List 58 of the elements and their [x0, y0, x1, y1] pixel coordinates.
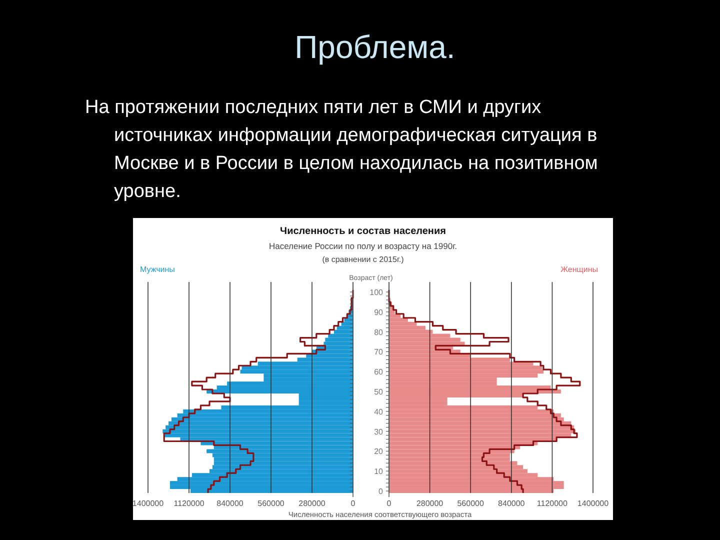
text: Мужчины — [140, 265, 176, 274]
x-tick-label: 840000 — [216, 499, 244, 508]
text: Женщины — [560, 265, 598, 274]
bar — [389, 370, 544, 374]
bar — [162, 429, 353, 434]
bar — [168, 421, 353, 426]
bar — [389, 366, 542, 370]
y-tick-label: 10 — [374, 467, 384, 476]
x-tick-label: 1120000 — [174, 499, 205, 508]
chart-title: Численность и состав населения — [280, 226, 446, 237]
x-tick-label: 1400000 — [132, 499, 164, 508]
bar — [389, 413, 561, 418]
bar — [214, 461, 353, 466]
bar — [206, 390, 353, 394]
y-tick-label: 90 — [374, 308, 384, 317]
bar — [389, 342, 465, 346]
x-tick-label: 840000 — [498, 499, 526, 508]
bar — [164, 433, 353, 438]
bar — [166, 425, 353, 430]
bar — [389, 485, 564, 490]
x-tick-label: 280000 — [416, 499, 444, 508]
bar — [170, 481, 353, 486]
bar — [389, 429, 576, 434]
chart-subtitle: Население России по полу и возрасту на 1990г. — [268, 241, 458, 251]
bar — [336, 326, 353, 330]
y-tick-label: 100 — [370, 288, 384, 297]
bar — [242, 366, 353, 370]
x-tick-label: 1400000 — [577, 499, 610, 508]
y-tick-label: 70 — [374, 348, 384, 357]
text: Проблема. — [294, 29, 456, 65]
x-tick-label: 0 — [386, 499, 392, 508]
bar — [170, 485, 353, 490]
bar — [389, 421, 572, 426]
x-tick-label: 280000 — [298, 499, 326, 508]
text: На протяжении последних пяти лет в СМИ и других источниках информации демографическая ситуация в Москве и в России в целом находилась на позитивном уровне. — [85, 97, 598, 202]
bar — [212, 465, 353, 470]
bar — [328, 334, 353, 338]
y-tick-label: 30 — [374, 427, 384, 436]
y-tick-label: 20 — [374, 447, 384, 456]
text: (в сравнении с 2015г.) — [322, 255, 404, 264]
x-tick-label: 1120000 — [536, 499, 568, 508]
y-tick-label: 80 — [374, 328, 384, 337]
bar — [389, 433, 572, 438]
bar — [171, 417, 353, 422]
bar — [389, 481, 564, 486]
y-tick-label: 0 — [378, 487, 384, 496]
x-tick-label: 0 — [350, 499, 356, 508]
bar — [389, 425, 574, 430]
y-tick-label: 60 — [374, 368, 384, 377]
bar — [206, 449, 353, 454]
bar — [240, 370, 353, 374]
bar — [298, 397, 353, 402]
bar — [389, 465, 524, 470]
bar — [214, 457, 353, 462]
x-tick-label: 560000 — [258, 499, 285, 508]
y-tick-label: 50 — [374, 388, 384, 396]
y-tick-label: 40 — [374, 407, 384, 416]
x-tick-label: 560000 — [457, 499, 484, 508]
